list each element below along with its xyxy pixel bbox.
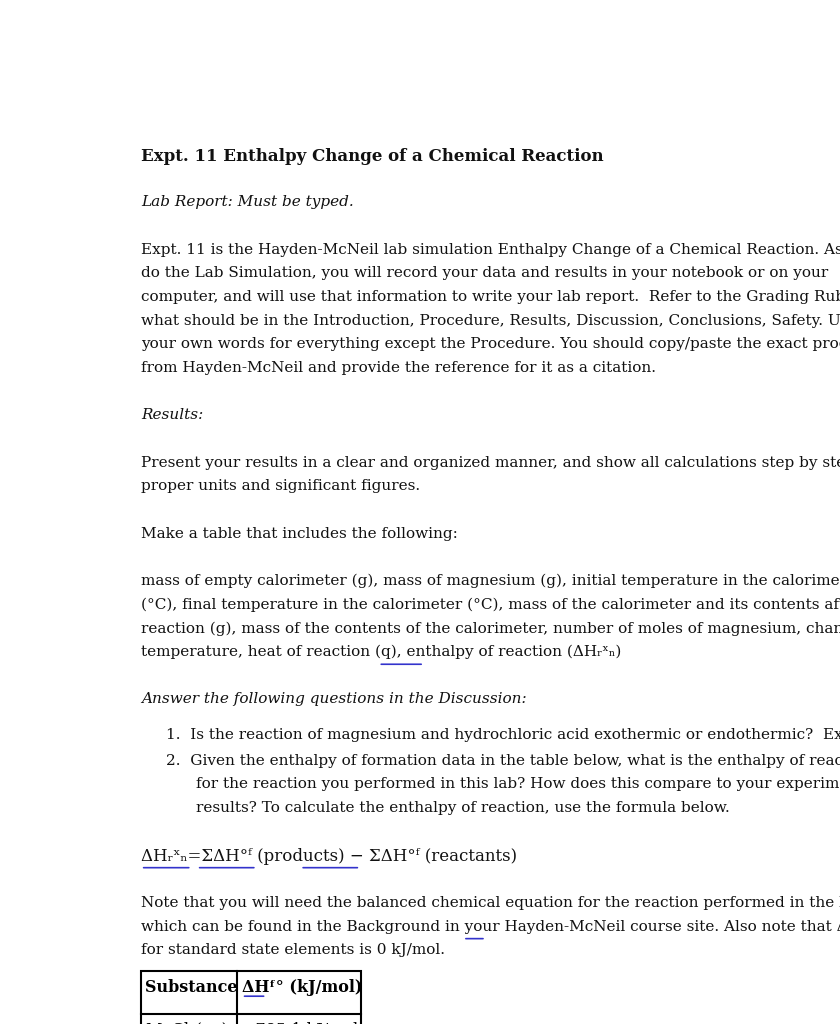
Bar — [141, 972, 361, 1024]
Text: do the Lab Simulation, you will record your data and results in your notebook or: do the Lab Simulation, you will record y… — [141, 266, 828, 281]
Text: temperature, heat of reaction (q), enthalpy of reaction (ΔHᵣˣₙ): temperature, heat of reaction (q), entha… — [141, 645, 622, 659]
Text: Substance: Substance — [145, 979, 238, 996]
Text: ΔHᵣˣₙ=ΣΔH°ᶠ (products) − ΣΔH°ᶠ (reactants): ΔHᵣˣₙ=ΣΔH°ᶠ (products) − ΣΔH°ᶠ (reactant… — [141, 848, 517, 865]
Text: results? To calculate the enthalpy of reaction, use the formula below.: results? To calculate the enthalpy of re… — [197, 801, 730, 815]
Text: Lab Report: Must be typed.: Lab Report: Must be typed. — [141, 196, 354, 210]
Text: for the reaction you performed in this lab? How does this compare to your experi: for the reaction you performed in this l… — [197, 777, 840, 792]
Text: which can be found in the Background in your Hayden-McNeil course site. Also not: which can be found in the Background in … — [141, 920, 840, 934]
Text: MgCl₂(aq): MgCl₂(aq) — [145, 1022, 228, 1024]
Text: reaction (g), mass of the contents of the calorimeter, number of moles of magnes: reaction (g), mass of the contents of th… — [141, 622, 840, 636]
Text: 2.  Given the enthalpy of formation data in the table below, what is the enthalp: 2. Given the enthalpy of formation data … — [165, 754, 840, 768]
Text: your own words for everything except the Procedure. You should copy/paste the ex: your own words for everything except the… — [141, 337, 840, 351]
Text: for standard state elements is 0 kJ/mol.: for standard state elements is 0 kJ/mol. — [141, 943, 445, 956]
Text: Note that you will need the balanced chemical equation for the reaction performe: Note that you will need the balanced che… — [141, 896, 840, 909]
Text: Results:: Results: — [141, 409, 203, 422]
Text: Answer the following questions in the Discussion:: Answer the following questions in the Di… — [141, 692, 527, 707]
Text: ΔHᶠ° (kJ/mol): ΔHᶠ° (kJ/mol) — [242, 979, 362, 996]
Text: computer, and will use that information to write your lab report.  Refer to the : computer, and will use that information … — [141, 290, 840, 304]
Text: proper units and significant figures.: proper units and significant figures. — [141, 479, 420, 494]
Text: from Hayden-McNeil and provide the reference for it as a citation.: from Hayden-McNeil and provide the refer… — [141, 361, 656, 375]
Text: Expt. 11 Enthalpy Change of a Chemical Reaction: Expt. 11 Enthalpy Change of a Chemical R… — [141, 148, 603, 165]
Text: 1.  Is the reaction of magnesium and hydrochloric acid exothermic or endothermic: 1. Is the reaction of magnesium and hydr… — [165, 728, 840, 741]
Text: (°C), final temperature in the calorimeter (°C), mass of the calorimeter and its: (°C), final temperature in the calorimet… — [141, 598, 840, 612]
Text: −785.1 kJ/mol: −785.1 kJ/mol — [242, 1022, 358, 1024]
Text: Make a table that includes the following:: Make a table that includes the following… — [141, 526, 458, 541]
Text: what should be in the Introduction, Procedure, Results, Discussion, Conclusions,: what should be in the Introduction, Proc… — [141, 313, 840, 328]
Text: Expt. 11 is the Hayden-McNeil lab simulation Enthalpy Change of a Chemical React: Expt. 11 is the Hayden-McNeil lab simula… — [141, 243, 840, 257]
Text: mass of empty calorimeter (g), mass of magnesium (g), initial temperature in the: mass of empty calorimeter (g), mass of m… — [141, 573, 840, 588]
Text: Present your results in a clear and organized manner, and show all calculations : Present your results in a clear and orga… — [141, 456, 840, 470]
